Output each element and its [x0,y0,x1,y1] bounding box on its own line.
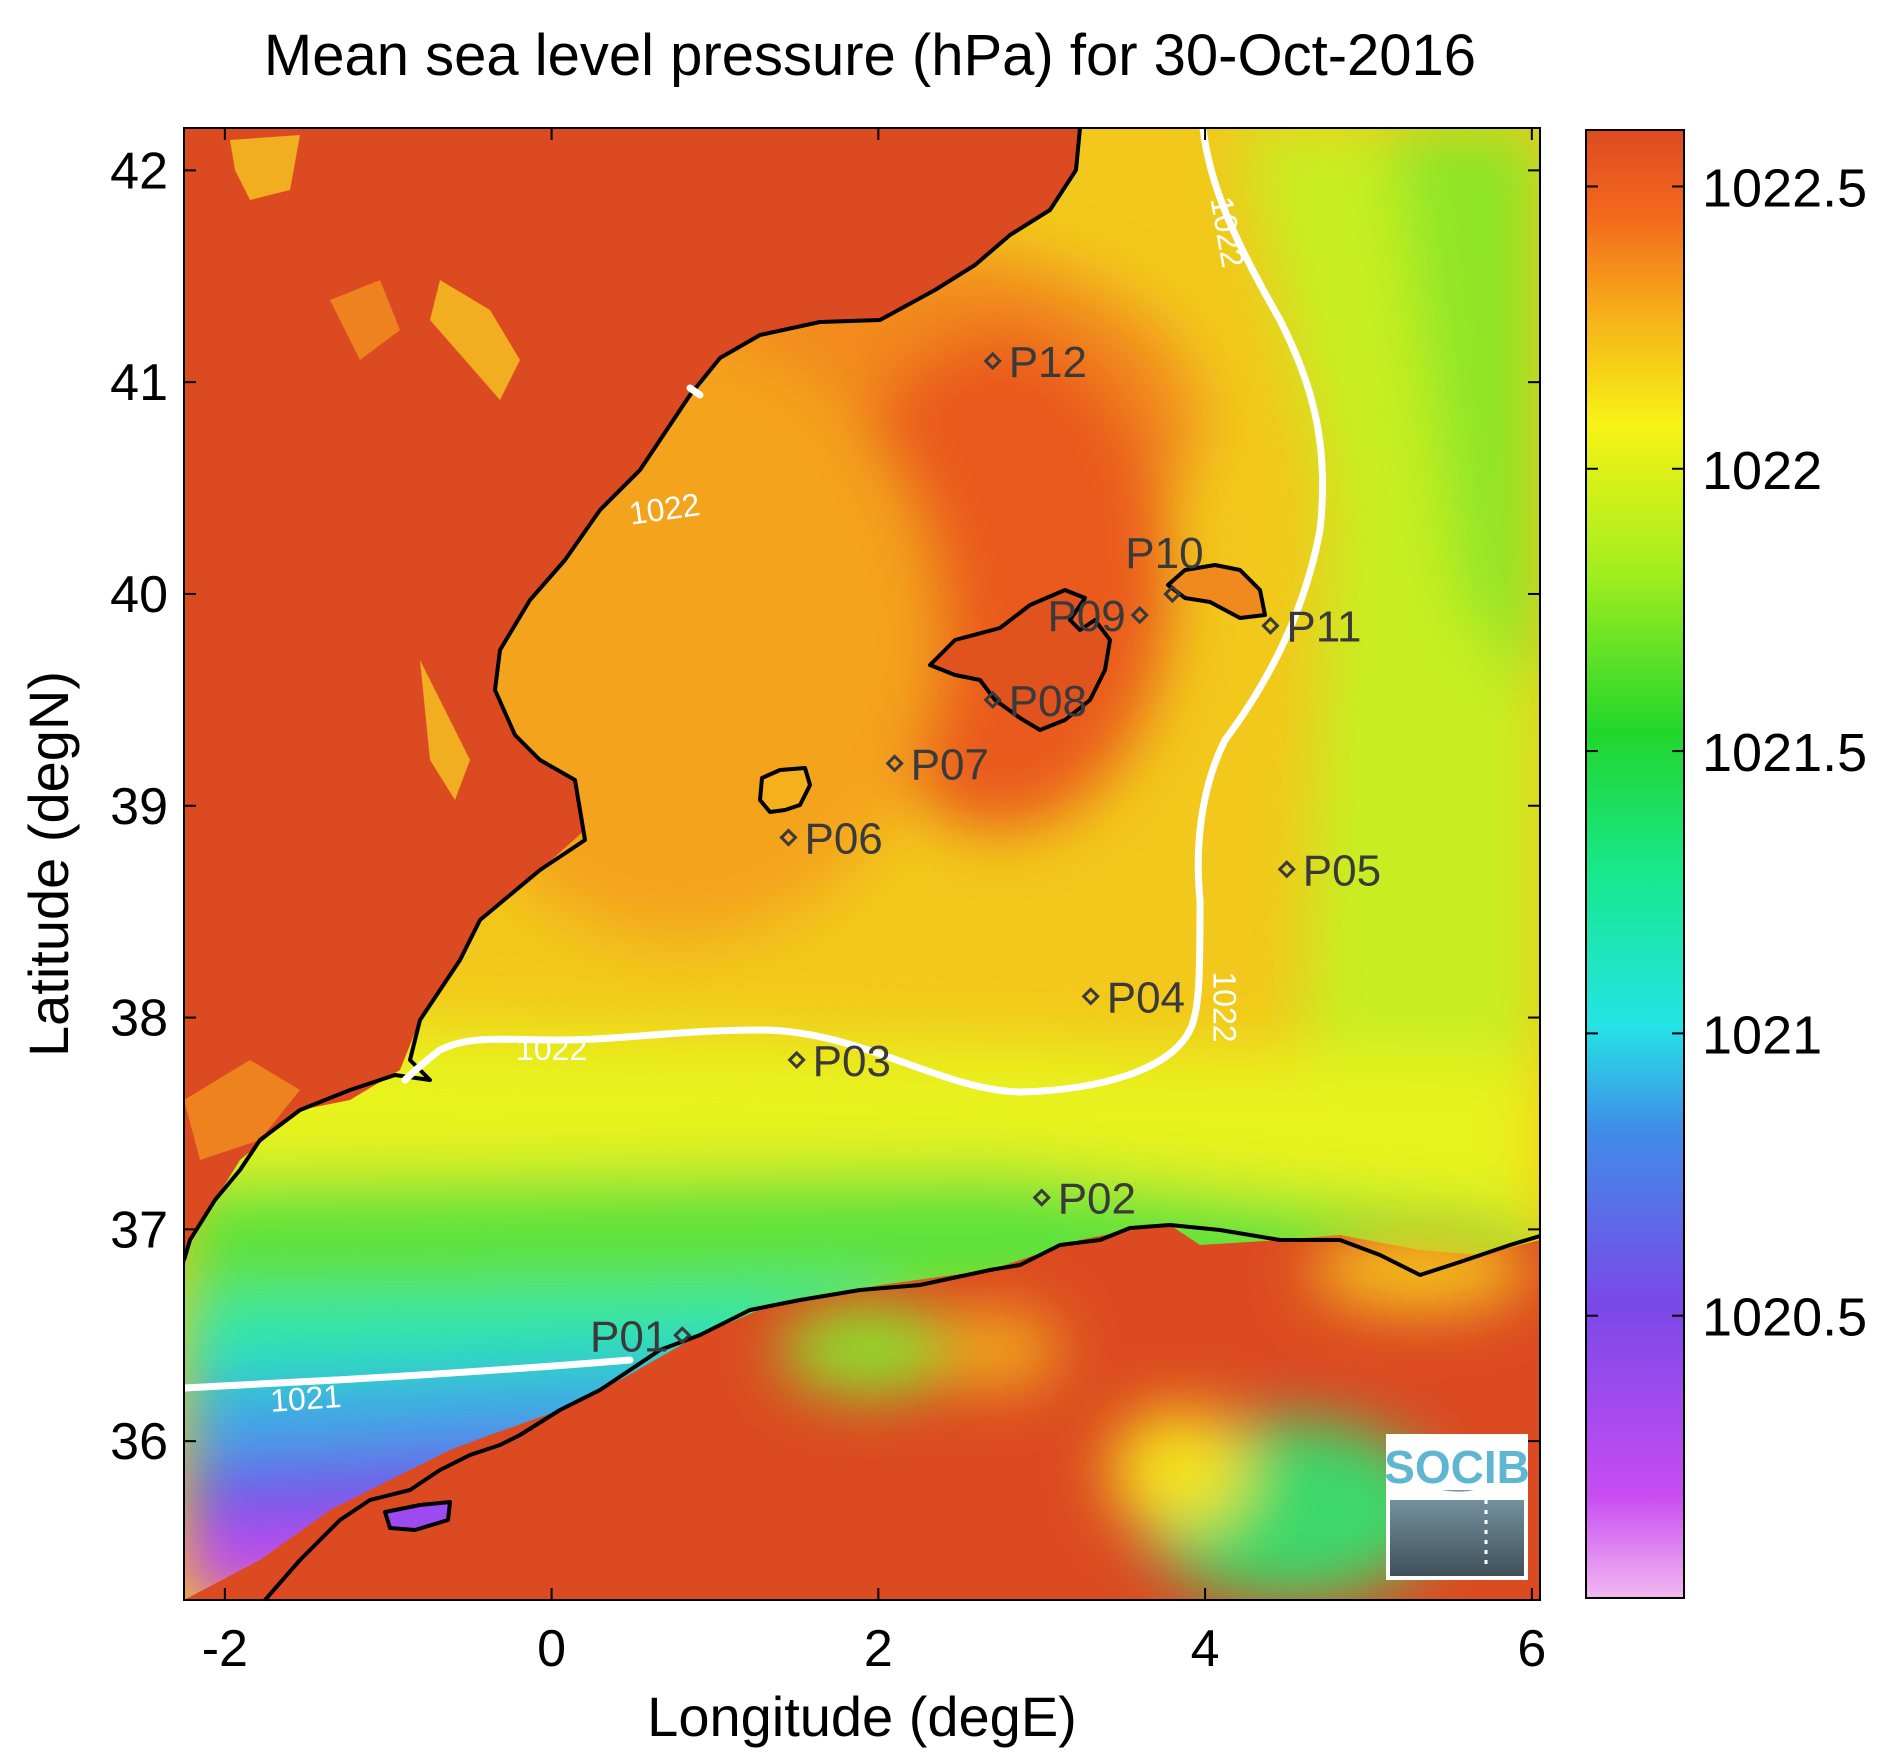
y-tick-label: 36 [110,1413,168,1471]
x-tick-label: 4 [1191,1620,1220,1678]
contour-label: 1022 [1206,971,1242,1042]
contour-label: 1022 [516,1031,587,1067]
station-p12: P12 [983,338,1087,387]
y-axis-label: Latitude (degN) [17,671,80,1057]
station-p08: P08 [983,677,1087,726]
coastline [184,128,1540,1600]
logo-text: SOCIB [1384,1441,1530,1493]
station-label: P03 [813,1037,891,1086]
station-label: P06 [804,815,882,864]
station-marker [1081,987,1100,1006]
x-tick-label: -2 [202,1620,248,1678]
station-p05: P05 [1277,846,1381,895]
x-axis-label: Longitude (degE) [647,1685,1077,1748]
axes: -2 0 2 4 6 42 41 40 39 38 37 36 Longitude (degE) Lati… [17,128,1546,1748]
station-marker [1261,616,1280,635]
station-label: P07 [911,740,989,789]
station-label: P10 [1125,529,1203,578]
isobar-contours [184,128,1327,1392]
station-label: P08 [1009,677,1087,726]
station-marker [779,828,798,847]
colorbar-tick-label: 1022 [1702,441,1822,501]
station-label: P12 [1009,338,1087,387]
colorbar-tick-label: 1022.5 [1702,158,1867,218]
station-p11: P11 [1261,603,1361,652]
y-tick-label: 39 [110,778,168,836]
station-marker [885,754,904,773]
y-tick-label: 42 [110,142,168,200]
colorbar-tick-label: 1021 [1702,1005,1822,1065]
station-label: P04 [1107,973,1185,1022]
x-tick-label: 0 [537,1620,566,1678]
y-tick-label: 37 [110,1201,168,1259]
station-marker [1130,606,1149,625]
socib-logo: SOCIB [1384,1434,1530,1580]
y-tick-label: 40 [110,566,168,624]
station-p10: P10 [1125,529,1204,604]
y-tick-label: 38 [110,990,168,1048]
colorbar [1585,129,1685,1599]
colorbar-ticks: 1022.5 1022 1021.5 1021 1020.5 [1586,158,1867,1348]
station-p09: P09 [1047,592,1149,641]
station-marker [1032,1188,1051,1207]
x-tick-label: 6 [1517,1620,1546,1678]
pressure-field [184,128,1540,1600]
x-tick-label: 2 [864,1620,893,1678]
colorbar-tick-label: 1020.5 [1702,1288,1867,1348]
station-marker [983,351,1002,371]
station-marker [1163,584,1182,604]
y-tick-label: 41 [110,354,168,412]
station-p01: P01 [590,1312,692,1361]
station-label: P01 [590,1312,668,1361]
plot-frame [183,127,1541,1601]
station-marker [787,1050,806,1070]
chart-title: Mean sea level pressure (hPa) for 30-Oct… [263,23,1477,88]
station-p02: P02 [1032,1175,1136,1224]
station-p04: P04 [1081,973,1185,1022]
station-p03: P03 [787,1037,891,1086]
station-marker [673,1326,692,1345]
station-marker [983,690,1002,709]
contour-label: 1021 [269,1378,343,1419]
station-label: P05 [1303,846,1381,895]
station-label: P11 [1286,603,1361,652]
colorbar-tick-label: 1021.5 [1702,723,1867,783]
station-marker [1277,860,1296,879]
station-label: P02 [1058,1175,1136,1224]
station-p07: P07 [885,740,989,789]
station-label: P09 [1047,592,1125,641]
station-p06: P06 [779,815,883,864]
